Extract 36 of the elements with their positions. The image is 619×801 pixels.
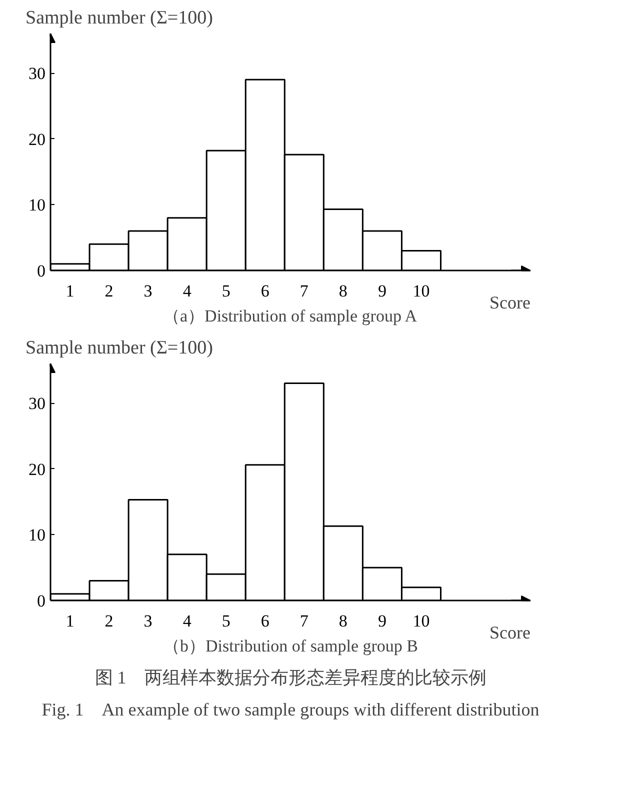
- x-tick-label: 9: [378, 282, 386, 300]
- y-axis-title: Sample number (Σ=100): [26, 8, 213, 28]
- y-tick-label: 20: [28, 130, 46, 149]
- y-tick-label: 0: [37, 592, 46, 610]
- x-tick-label: 7: [300, 282, 309, 300]
- y-tick-label: 20: [28, 460, 46, 479]
- x-tick-label: 1: [66, 612, 74, 630]
- x-tick-label: 2: [104, 612, 114, 630]
- text: （b）Distribution of sample group B: [163, 636, 418, 656]
- x-tick-label: 6: [260, 282, 270, 300]
- x-tick-label: 1: [66, 282, 74, 300]
- x-tick-label: 8: [338, 612, 348, 630]
- x-tick-label: 6: [260, 612, 270, 630]
- x-axis-title: Score: [490, 292, 531, 312]
- caption: Fig. 1 An example of two sample groups with different distribution: [42, 700, 540, 720]
- y-tick-label: 30: [28, 394, 46, 413]
- x-tick-label: 4: [182, 612, 192, 630]
- x-tick-label: 3: [144, 612, 152, 630]
- y-tick-label: 10: [28, 526, 46, 545]
- x-tick-label: 3: [144, 282, 152, 300]
- y-tick-label: 10: [28, 196, 46, 215]
- y-tick-label: 30: [28, 64, 46, 83]
- x-tick-label: 10: [412, 612, 430, 630]
- x-tick-label: 10: [412, 282, 430, 300]
- x-tick-label: 7: [300, 612, 309, 630]
- y-axis-title: Sample number (Σ=100): [26, 338, 213, 358]
- x-tick-label: 2: [104, 282, 114, 300]
- x-tick-label: 5: [222, 282, 230, 300]
- x-axis-title: Score: [490, 622, 531, 642]
- x-tick-label: 4: [182, 282, 192, 300]
- x-tick-label: 8: [338, 282, 348, 300]
- text: （a）Distribution of sample group A: [163, 306, 418, 326]
- x-tick-label: 9: [378, 612, 386, 630]
- x-tick-label: 5: [222, 612, 230, 630]
- caption: 图 1 两组样本数据分布形态差异程度的比较示例: [94, 668, 486, 688]
- y-tick-label: 0: [37, 262, 46, 280]
